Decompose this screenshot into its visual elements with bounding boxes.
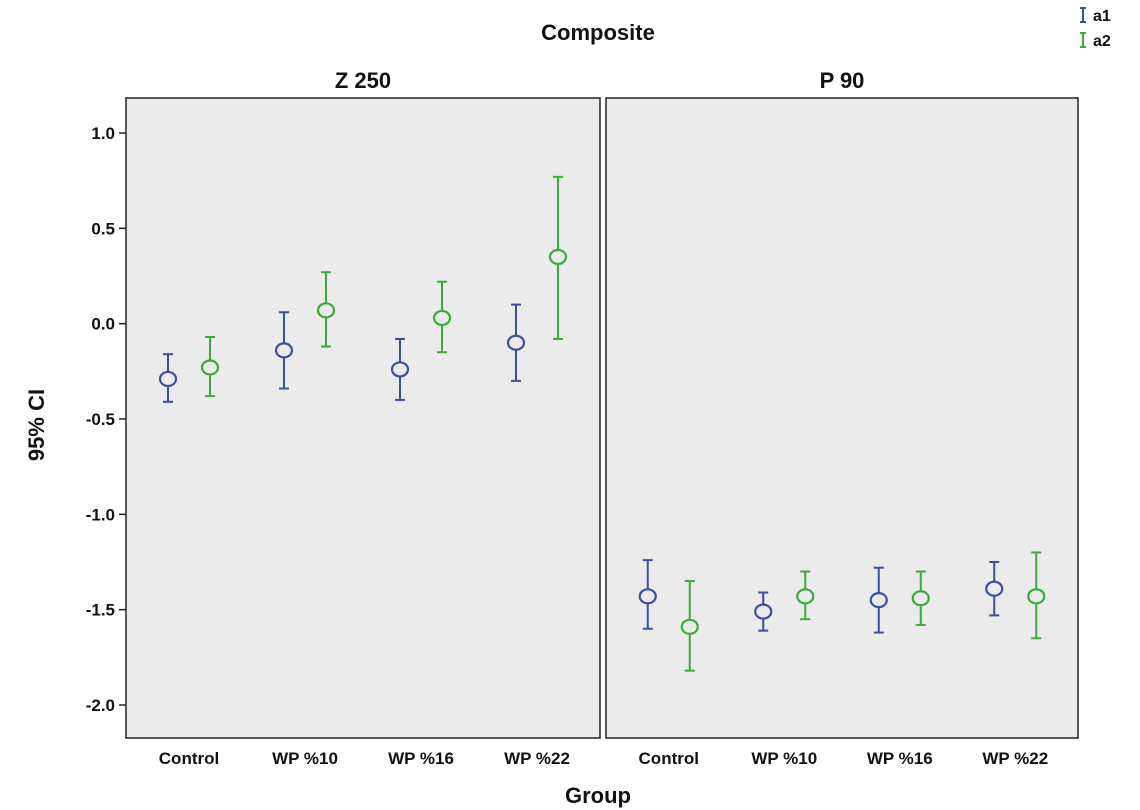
x-tick-label: Control	[159, 749, 219, 768]
x-tick-label: WP %10	[272, 749, 338, 768]
panel-title: P 90	[820, 68, 865, 93]
mean-point	[680, 618, 699, 635]
panel-title: Z 250	[335, 68, 391, 93]
y-tick-label: 1.0	[91, 124, 115, 143]
panel-background	[125, 97, 601, 739]
series-a2	[680, 551, 1046, 672]
mean-point	[158, 370, 178, 388]
legend: a1 a2	[1080, 7, 1111, 50]
mean-point	[869, 592, 888, 609]
mean-point	[754, 603, 773, 620]
panel-1: Z 250 Control WP %10 WP %16 WP %22	[125, 68, 601, 768]
mean-point	[911, 590, 930, 607]
legend-item-a1: a1	[1080, 7, 1111, 25]
legend-label-a1: a1	[1093, 8, 1111, 25]
mean-point	[985, 580, 1004, 597]
x-tick-label: Control	[639, 749, 699, 768]
x-tick-label: WP %22	[982, 749, 1048, 768]
panel-background	[605, 97, 1079, 739]
legend-swatch-a2	[1080, 32, 1086, 48]
series-a1	[638, 559, 1004, 634]
y-tick-label: 0.0	[91, 315, 115, 334]
legend-swatch-a1	[1080, 7, 1086, 23]
mean-point	[432, 309, 452, 327]
panel-2: P 90 Control WP %10 WP %16 WP %22	[605, 68, 1079, 768]
y-tick-label: 0.5	[91, 219, 115, 238]
y-tick-label: -2.0	[86, 696, 115, 715]
mean-point	[548, 248, 568, 266]
mean-point	[638, 588, 657, 605]
mean-point	[506, 334, 526, 351]
mean-point	[200, 359, 220, 376]
x-tick-label: WP %22	[504, 749, 570, 768]
chart-title: Composite	[541, 20, 655, 45]
y-tick-label: -1.0	[86, 505, 115, 524]
x-axis-label: Group	[565, 783, 631, 808]
legend-label-a2: a2	[1093, 33, 1111, 50]
x-tick-label: WP %16	[388, 749, 454, 768]
y-tick-label: -0.5	[86, 410, 115, 429]
legend-item-a2: a2	[1080, 32, 1111, 50]
mean-point	[796, 588, 815, 605]
x-tick-label: WP %16	[867, 749, 933, 768]
y-axis: 1.0 0.5 0.0 -0.5 -1.0 -1.5 -2.0	[86, 124, 126, 715]
series-a1	[158, 303, 526, 403]
mean-point	[1027, 588, 1046, 605]
x-tick-label: WP %10	[751, 749, 817, 768]
mean-point	[316, 302, 336, 319]
y-tick-label: -1.5	[86, 601, 115, 620]
panels-layer: Z 250 Control WP %10 WP %16 WP %22 P 90 Contro…	[125, 68, 1079, 768]
mean-point	[390, 361, 410, 378]
y-axis-label: 95% CI	[24, 389, 49, 461]
mean-point	[274, 342, 294, 359]
series-a2	[200, 175, 568, 398]
